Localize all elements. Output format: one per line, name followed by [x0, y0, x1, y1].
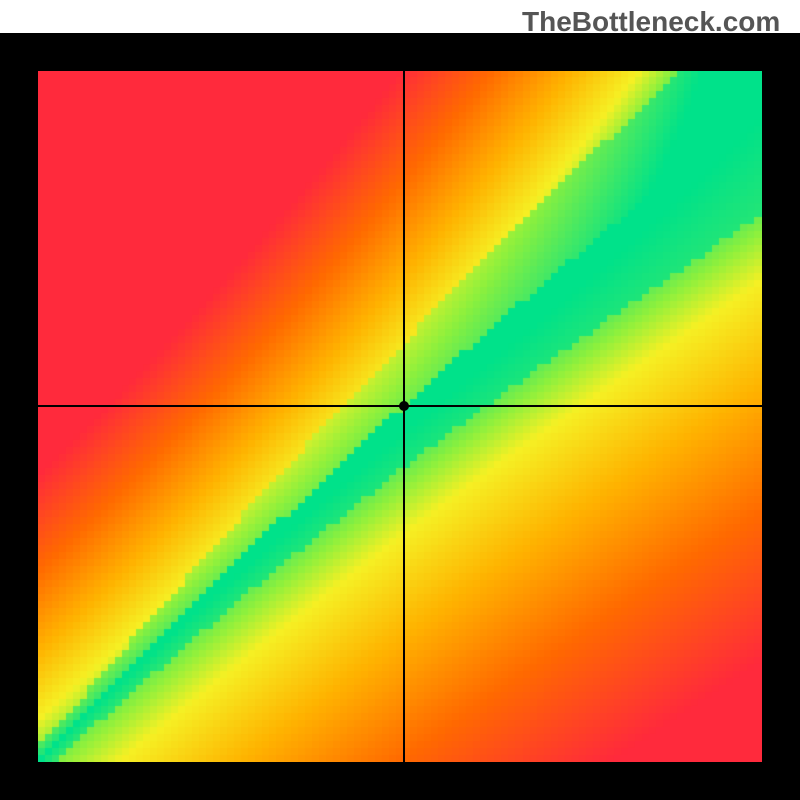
bottleneck-heatmap — [38, 71, 762, 762]
crosshair-vertical — [403, 71, 405, 762]
crosshair-marker — [399, 401, 409, 411]
